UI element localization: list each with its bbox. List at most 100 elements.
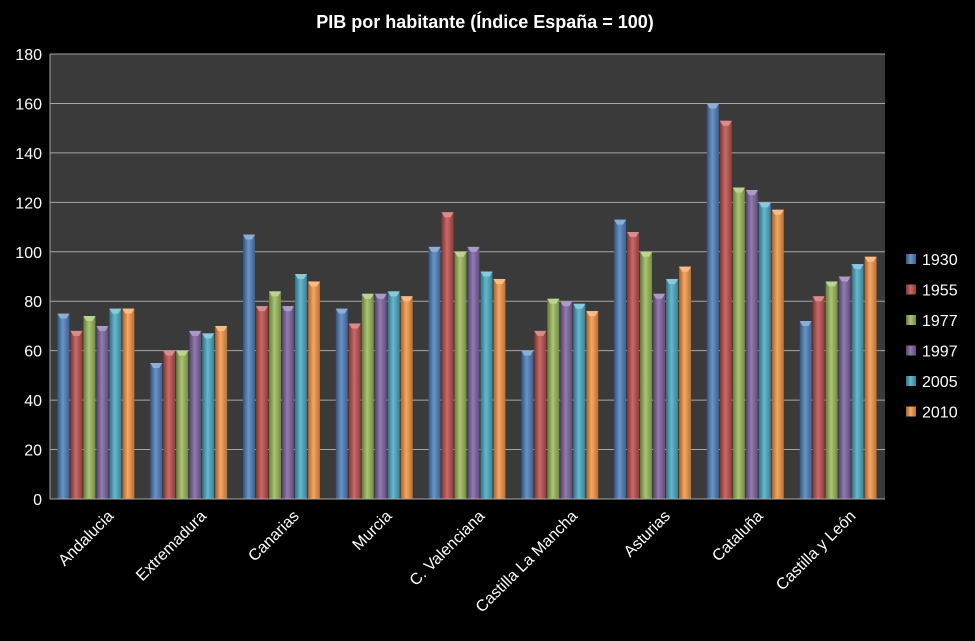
- bar-body: [812, 296, 825, 499]
- bar-top: [560, 301, 573, 307]
- bar-body: [586, 311, 599, 499]
- bar-body: [441, 212, 454, 499]
- y-tick-label: 20: [24, 443, 42, 460]
- bar: [547, 298, 560, 499]
- legend-item: 1977: [906, 313, 958, 330]
- bar-body: [281, 306, 294, 499]
- bar-body: [268, 291, 281, 499]
- bar: [573, 303, 586, 499]
- bar-body: [573, 303, 586, 499]
- bar: [294, 274, 307, 499]
- x-tick-label: C. Valenciana: [407, 508, 489, 590]
- bar: [202, 333, 215, 499]
- bar-body: [825, 281, 838, 499]
- bars: [57, 103, 877, 500]
- bar: [493, 278, 506, 499]
- bar-top: [428, 246, 441, 252]
- bar: [480, 271, 493, 499]
- legend-item: 2005: [906, 374, 958, 391]
- bar-top: [640, 251, 653, 257]
- legend-label: 1997: [922, 344, 958, 361]
- x-tick-label: Castilla y León: [773, 508, 859, 594]
- legend-swatch: [906, 315, 916, 325]
- bar: [255, 306, 268, 499]
- bar-body: [176, 350, 189, 499]
- bar: [467, 246, 480, 499]
- bar-top: [679, 266, 692, 272]
- bar: [176, 350, 189, 499]
- bar: [387, 291, 400, 499]
- bar: [521, 350, 534, 499]
- bar-top: [547, 298, 560, 304]
- bar-top: [255, 306, 268, 312]
- bar: [374, 293, 387, 499]
- bar-body: [242, 234, 255, 499]
- x-tick-label: Castilla La Mancha: [473, 508, 581, 616]
- bar-body: [150, 363, 163, 499]
- y-tick-label: 100: [15, 245, 42, 262]
- bar: [70, 330, 83, 499]
- bar-body: [294, 274, 307, 499]
- bar: [268, 291, 281, 499]
- bar-body: [666, 278, 679, 499]
- bar: [745, 189, 758, 499]
- bar: [454, 251, 467, 499]
- bar-top: [771, 209, 784, 215]
- bar-top: [825, 281, 838, 287]
- bar-body: [428, 246, 441, 499]
- x-tick-label: Canarias: [245, 508, 302, 565]
- bar-top: [454, 251, 467, 257]
- bar-body: [361, 293, 374, 499]
- bar-top: [441, 212, 454, 218]
- bar: [560, 301, 573, 499]
- bar: [361, 293, 374, 499]
- x-axis: Andalucia Extremadura Canarias Murcia C. Val…: [50, 498, 885, 616]
- y-tick-label: 40: [24, 393, 42, 410]
- bar-body: [122, 308, 135, 499]
- legend-item: 1955: [906, 283, 958, 300]
- bar-body: [387, 291, 400, 499]
- bar-body: [163, 350, 176, 499]
- bar: [851, 264, 864, 499]
- bar-top: [57, 313, 70, 319]
- bar-body: [706, 103, 719, 499]
- bar-body: [96, 325, 109, 499]
- y-axis: 0 20 40 60 80 100 120 140 160 180: [15, 47, 51, 509]
- bar: [758, 202, 771, 500]
- bar-top: [653, 293, 666, 299]
- bar-top: [70, 330, 83, 336]
- bar-body: [547, 298, 560, 499]
- bar-body: [83, 316, 96, 499]
- bar-top: [586, 311, 599, 317]
- bar: [812, 296, 825, 499]
- bar-body: [374, 293, 387, 499]
- bar: [163, 350, 176, 499]
- bar-top: [864, 256, 877, 262]
- bar-body: [627, 232, 640, 499]
- bar-top: [307, 281, 320, 287]
- bar-body: [109, 308, 122, 499]
- bar-top: [202, 333, 215, 339]
- legend-item: 1930: [906, 252, 958, 269]
- bar: [400, 296, 413, 499]
- bar-top: [163, 350, 176, 356]
- bar-top: [294, 274, 307, 280]
- bar-body: [467, 246, 480, 499]
- legend-label: 1955: [922, 283, 958, 300]
- bar: [109, 308, 122, 499]
- legend-label: 1930: [922, 252, 958, 269]
- bar-top: [109, 308, 122, 314]
- bar-top: [348, 323, 361, 329]
- bar-top: [666, 278, 679, 284]
- bar-body: [400, 296, 413, 499]
- legend-label: 2005: [922, 374, 958, 391]
- legend-swatch: [906, 254, 916, 264]
- y-tick-label: 80: [24, 294, 42, 311]
- y-tick-label: 60: [24, 344, 42, 361]
- bar: [838, 276, 851, 499]
- bar: [281, 306, 294, 499]
- bar: [732, 187, 745, 499]
- bar: [441, 212, 454, 499]
- bar: [586, 311, 599, 499]
